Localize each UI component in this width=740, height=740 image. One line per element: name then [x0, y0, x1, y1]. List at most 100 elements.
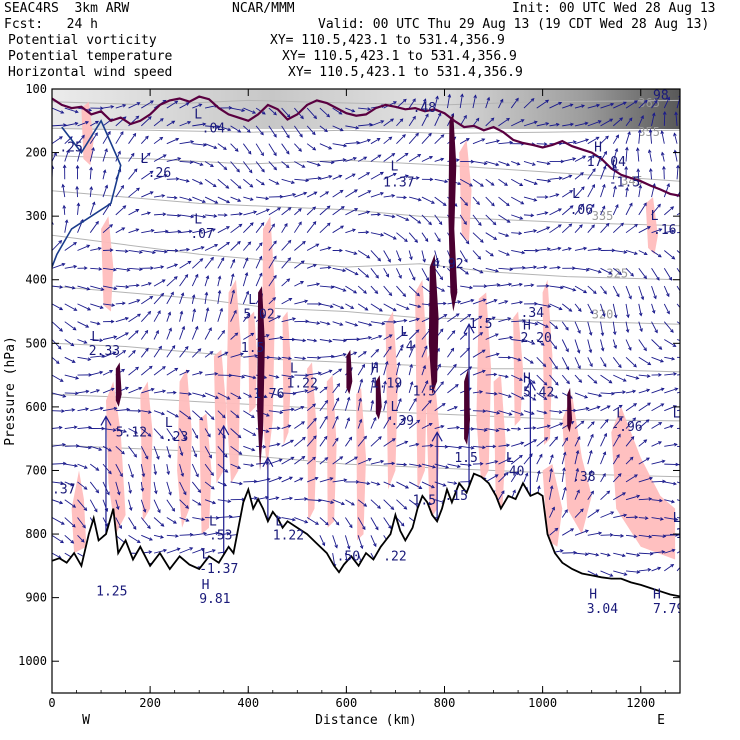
wind-vector: [408, 214, 422, 224]
wind-vector: [549, 339, 558, 350]
wind-vector: [204, 463, 214, 476]
wind-vector: [77, 266, 88, 270]
wind-vector: [485, 474, 499, 483]
wind-vector: [255, 272, 263, 287]
wind-vector: [396, 462, 408, 467]
wind-vector: [268, 410, 284, 415]
wind-vector: [90, 406, 104, 412]
wind-vector: [281, 278, 291, 287]
wind-vector: [561, 339, 569, 353]
wind-vector: [166, 229, 182, 234]
wind-vector: [217, 410, 226, 419]
wind-vector: [511, 319, 526, 323]
wind-vector: [370, 459, 385, 465]
wind-vector: [255, 255, 263, 269]
wind-vector: [115, 428, 127, 433]
theta-label: 325: [606, 266, 628, 280]
wind-vector: [179, 547, 194, 554]
wind-vector: [396, 417, 407, 429]
wind-vector: [268, 442, 281, 447]
wind-vector: [77, 407, 90, 412]
wind-vector: [64, 321, 77, 331]
wind-vector: [319, 246, 332, 251]
wind-vector: [625, 339, 632, 351]
wind-vector: [319, 399, 329, 411]
wind-vector: [485, 96, 491, 109]
pv-positive-region: [199, 413, 212, 535]
wind-vector: [612, 433, 621, 447]
wind-vector: [306, 517, 319, 525]
wind-vector: [204, 243, 219, 251]
wind-vector: [332, 456, 344, 465]
wind-vector: [62, 204, 67, 215]
wind-vector: [447, 93, 452, 109]
wind-vector: [332, 303, 345, 310]
wind-vector: [562, 550, 578, 555]
wind-vector: [217, 196, 231, 204]
wind-vector: [281, 476, 293, 483]
wind-vector: [141, 250, 157, 255]
wind-vector: [230, 463, 242, 470]
wind-vector: [77, 120, 90, 127]
wind-vector: [217, 463, 229, 473]
wind-vector: [396, 118, 404, 127]
wind-vector: [90, 445, 103, 451]
wind-vector: [625, 250, 639, 255]
wind-vector: [128, 366, 140, 376]
wind-vector: [638, 476, 653, 483]
wind-vector: [510, 471, 519, 483]
y-tick-label: 700: [25, 463, 47, 477]
wind-vector: [357, 517, 366, 531]
wind-vector: [243, 428, 257, 436]
wind-vector: [638, 516, 649, 520]
wind-vector: [268, 125, 277, 138]
wind-vector: [255, 143, 264, 157]
wind-vector: [230, 125, 242, 133]
wind-vector: [536, 122, 550, 127]
wind-vector: [638, 202, 647, 216]
wind-vector: [662, 165, 666, 180]
theta-contour: [52, 127, 680, 135]
wind-vector: [536, 284, 550, 288]
wind-vector: [408, 132, 419, 144]
wind-vector: [166, 345, 176, 358]
wind-vector: [319, 477, 334, 483]
wind-vector: [549, 392, 559, 399]
ground-fill: [52, 473, 680, 693]
wind-vector: [230, 428, 242, 439]
wind-vector: [319, 303, 334, 309]
wind-vector: [281, 207, 292, 216]
wind-vector: [179, 102, 190, 109]
plot-frame: [51, 88, 681, 694]
pv-value-label: 1.22: [287, 376, 318, 391]
wind-vector: [485, 161, 500, 167]
wind-vector: [52, 425, 63, 430]
pv-value-label: H: [202, 578, 210, 593]
pv-negative-region: [428, 254, 439, 395]
wind-vector: [307, 282, 321, 287]
pv-positive-region: [106, 381, 126, 535]
wind-vector: [281, 161, 290, 169]
wind-vector: [140, 464, 146, 478]
pv-value-label: L: [673, 511, 681, 526]
wind-vector: [306, 143, 317, 151]
wind-vector: [434, 381, 444, 394]
wind-vector: [217, 226, 230, 234]
wind-vector: [574, 155, 587, 162]
wind-vector: [677, 427, 680, 429]
wind-vector: [281, 517, 296, 522]
wind-vector: [421, 98, 427, 109]
wind-vector: [89, 186, 94, 198]
wind-vector: [459, 267, 469, 275]
wind-vector: [600, 205, 606, 216]
wind-vector: [153, 329, 159, 340]
wind-vector: [613, 390, 627, 394]
wind-vector: [306, 403, 317, 412]
wind-vector: [485, 267, 500, 273]
wind-vector: [243, 463, 255, 468]
wind-vector: [217, 392, 231, 400]
wind-vector: [294, 356, 307, 361]
wind-vector: [676, 499, 680, 502]
wind-vector: [421, 268, 430, 282]
wind-vector: [472, 315, 483, 323]
